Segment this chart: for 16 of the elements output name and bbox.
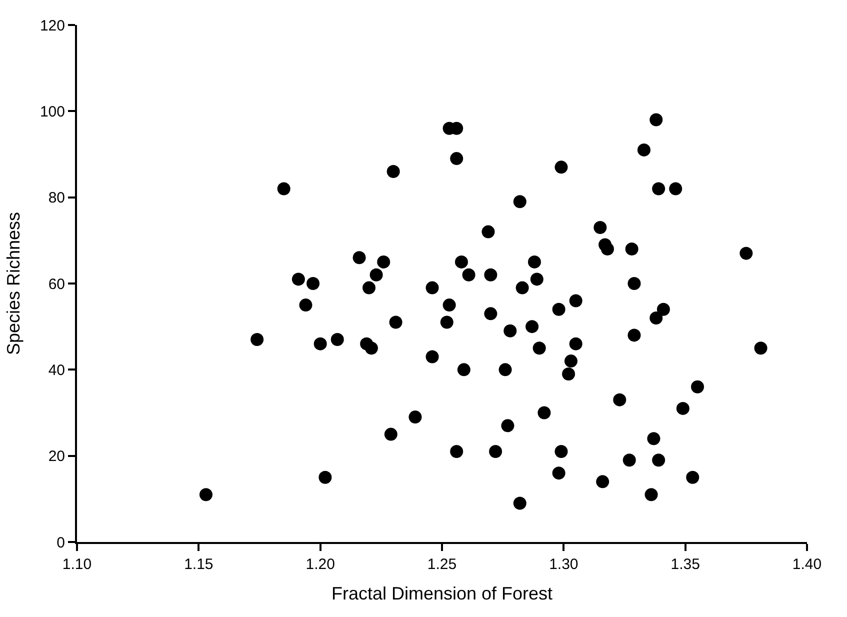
x-axis-title: Fractal Dimension of Forest <box>331 584 553 604</box>
y-tick-label: 120 <box>40 17 65 34</box>
y-tick-label: 100 <box>40 103 65 120</box>
y-tick-label: 80 <box>48 190 65 207</box>
y-tick-label: 60 <box>48 276 65 293</box>
x-tick-label: 1.30 <box>549 556 578 573</box>
x-tick-label: 1.15 <box>184 556 214 573</box>
y-tick-label: 20 <box>48 448 65 466</box>
x-tick-label: 1.20 <box>306 556 335 573</box>
x-tick-label: 1.35 <box>670 556 700 573</box>
x-tick-label: 1.40 <box>792 556 822 573</box>
x-tick-label: 1.10 <box>62 556 92 573</box>
y-axis-title: Species Richness <box>4 212 24 356</box>
y-tick-label: 40 <box>48 362 65 379</box>
x-tick-label: 1.25 <box>427 556 457 573</box>
y-tick-label: 0 <box>56 534 65 552</box>
